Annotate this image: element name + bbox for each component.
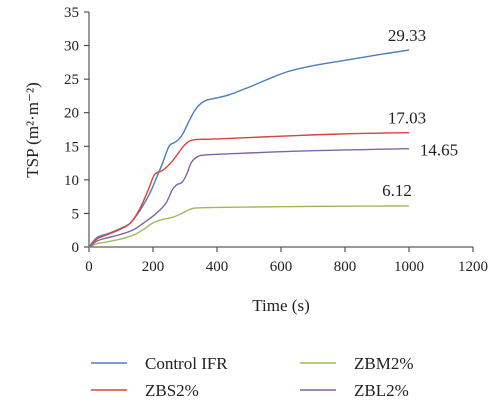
end-value-label-zbm2: 6.12: [382, 181, 412, 200]
plot-area: 0 200 400 600 800 1000 1200 0 5 10 15 20 25 30 35 29.…: [64, 5, 488, 275]
y-ticks: 0 5 10 15 20 25 30 35: [64, 5, 89, 256]
x-axis-title: Time (s): [252, 296, 309, 315]
y-tick-label: 0: [72, 240, 80, 256]
series-line-zbl2: [88, 147, 410, 248]
series-line-zbs2: [88, 131, 410, 248]
series-line-zbm2: [88, 205, 410, 248]
legend: Control IFR ZBM2% ZBS2% ZBL2%: [91, 354, 414, 400]
x-tick-label: 600: [270, 259, 293, 275]
y-tick-label: 20: [64, 106, 79, 122]
x-tick-label: 800: [334, 259, 357, 275]
x-tick-label: 1000: [394, 259, 424, 275]
legend-label-zbl2: ZBL2%: [354, 381, 409, 400]
x-tick-label: 0: [85, 259, 93, 275]
legend-label-control-ifr: Control IFR: [145, 354, 228, 373]
series-line-control-ifr: [88, 49, 410, 248]
legend-label-zbs2: ZBS2%: [145, 381, 199, 400]
y-tick-label: 10: [64, 173, 79, 189]
x-tick-label: 200: [142, 259, 165, 275]
x-tick-label: 400: [206, 259, 229, 275]
legend-label-zbm2: ZBM2%: [354, 354, 414, 373]
y-tick-label: 35: [64, 5, 79, 21]
end-value-label-zbl2: 14.65: [420, 141, 458, 160]
x-ticks: 0 200 400 600 800 1000 1200: [85, 247, 488, 275]
end-labels: 29.33 17.03 6.12 14.65: [382, 26, 458, 200]
x-tick-label: 1200: [458, 259, 488, 275]
y-tick-label: 5: [72, 206, 80, 222]
end-value-label-control-ifr: 29.33: [388, 26, 426, 45]
y-tick-label: 15: [64, 139, 79, 155]
y-tick-label: 25: [64, 72, 79, 88]
y-tick-label: 30: [64, 39, 79, 55]
y-axis-title: TSP (m²·m⁻²): [23, 82, 42, 178]
series-lines: [88, 49, 410, 248]
end-value-label-zbs2: 17.03: [388, 109, 426, 128]
